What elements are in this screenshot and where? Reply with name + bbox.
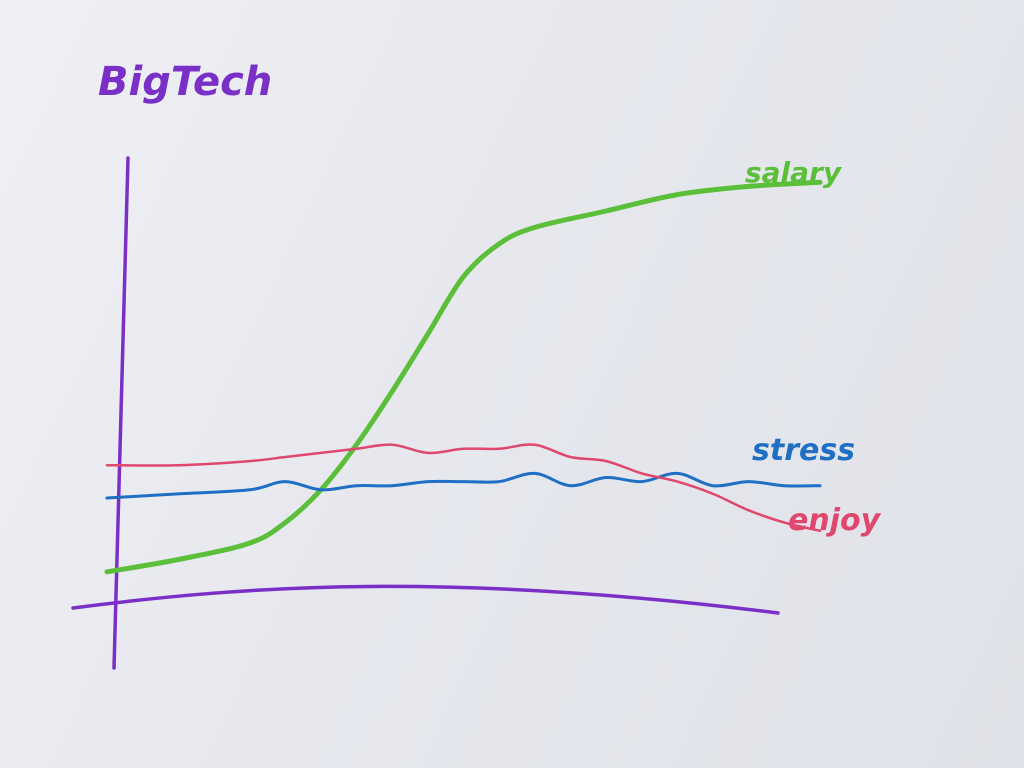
series-line-stress: [105, 471, 822, 500]
series-labels: salary stress enjoy: [745, 156, 882, 538]
series-layer: [104, 179, 823, 575]
series-label-salary: salary: [745, 156, 843, 189]
chart-title: BigTech: [98, 59, 272, 105]
series-line-enjoy: [105, 443, 822, 533]
y-axis: [112, 156, 130, 670]
series-label-enjoy: enjoy: [788, 503, 882, 538]
series-label-stress: stress: [752, 433, 855, 468]
x-axis: [71, 584, 780, 615]
series-line-salary: [104, 179, 823, 575]
